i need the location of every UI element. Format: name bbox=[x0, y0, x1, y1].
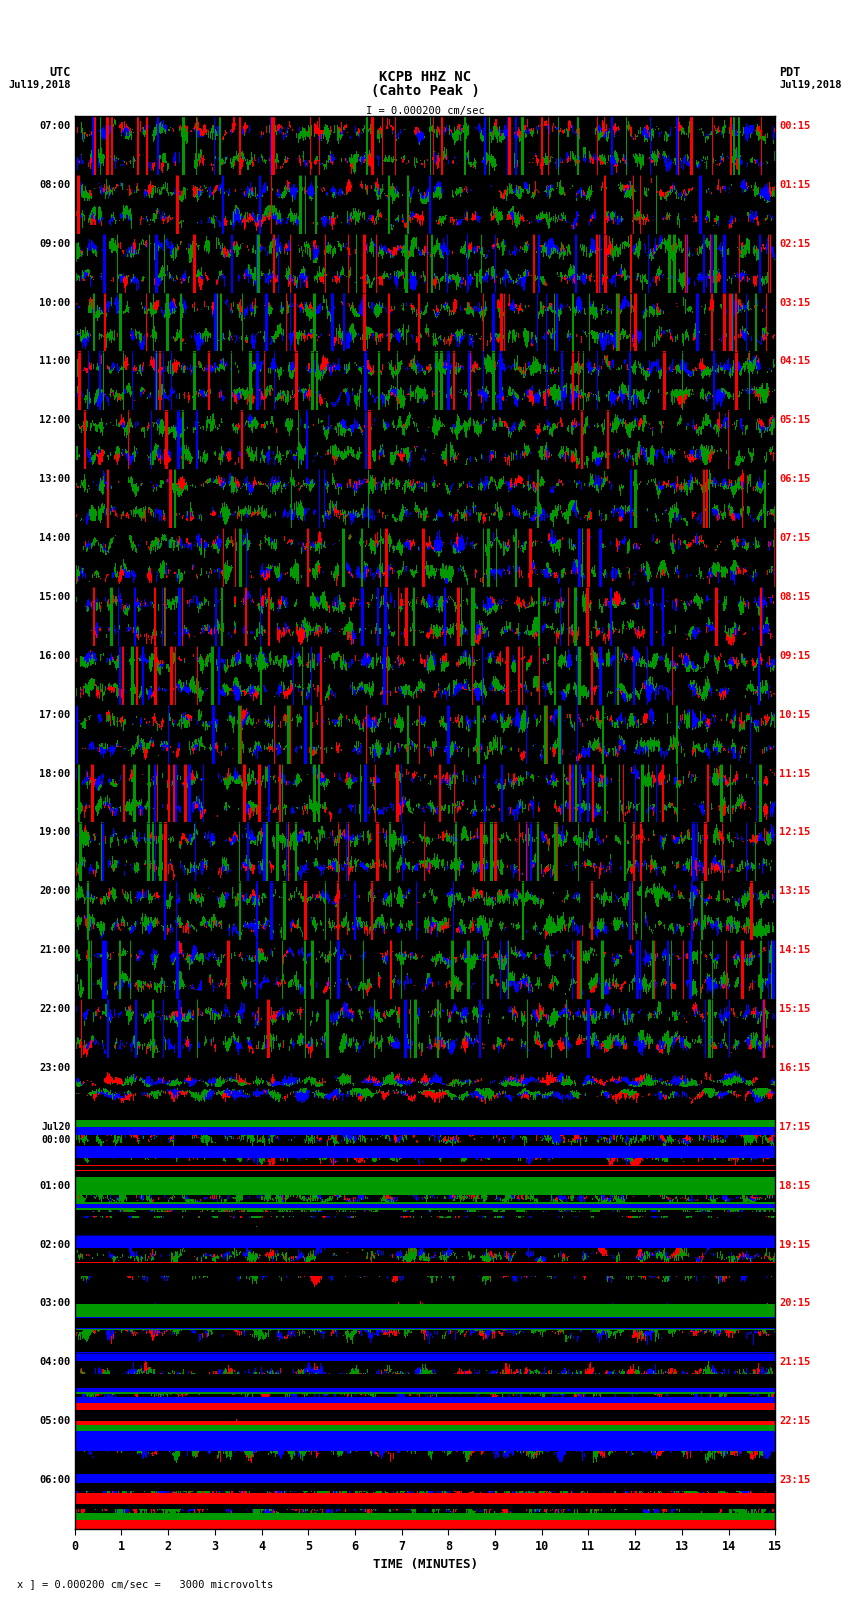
Text: 02:15: 02:15 bbox=[779, 239, 811, 248]
Text: 23:15: 23:15 bbox=[779, 1474, 811, 1486]
Text: 03:15: 03:15 bbox=[779, 298, 811, 308]
Text: 22:15: 22:15 bbox=[779, 1416, 811, 1426]
Text: 13:15: 13:15 bbox=[779, 886, 811, 897]
Text: 14:15: 14:15 bbox=[779, 945, 811, 955]
Text: 19:00: 19:00 bbox=[39, 827, 71, 837]
Text: Jul19,2018: Jul19,2018 bbox=[779, 81, 842, 90]
Text: 15:00: 15:00 bbox=[39, 592, 71, 602]
Text: 06:00: 06:00 bbox=[39, 1474, 71, 1486]
Text: 20:15: 20:15 bbox=[779, 1298, 811, 1308]
Text: 08:00: 08:00 bbox=[39, 179, 71, 190]
Text: 19:15: 19:15 bbox=[779, 1239, 811, 1250]
Text: 22:00: 22:00 bbox=[39, 1003, 71, 1015]
Text: 10:15: 10:15 bbox=[779, 710, 811, 719]
Text: 16:00: 16:00 bbox=[39, 650, 71, 661]
Text: I = 0.000200 cm/sec: I = 0.000200 cm/sec bbox=[366, 106, 484, 116]
Text: 17:15: 17:15 bbox=[779, 1123, 811, 1132]
Text: 03:00: 03:00 bbox=[39, 1298, 71, 1308]
Text: 08:15: 08:15 bbox=[779, 592, 811, 602]
Text: 01:15: 01:15 bbox=[779, 179, 811, 190]
Text: Jul19,2018: Jul19,2018 bbox=[8, 81, 71, 90]
Text: UTC: UTC bbox=[49, 66, 71, 79]
Text: 12:00: 12:00 bbox=[39, 415, 71, 426]
Text: 06:15: 06:15 bbox=[779, 474, 811, 484]
Text: 00:15: 00:15 bbox=[779, 121, 811, 131]
Text: 18:15: 18:15 bbox=[779, 1181, 811, 1190]
Text: 11:00: 11:00 bbox=[39, 356, 71, 366]
Text: 09:00: 09:00 bbox=[39, 239, 71, 248]
Text: 16:15: 16:15 bbox=[779, 1063, 811, 1073]
Text: 21:15: 21:15 bbox=[779, 1357, 811, 1368]
Text: 02:00: 02:00 bbox=[39, 1239, 71, 1250]
Text: 10:00: 10:00 bbox=[39, 298, 71, 308]
Text: 05:15: 05:15 bbox=[779, 415, 811, 426]
Text: 04:00: 04:00 bbox=[39, 1357, 71, 1368]
Text: 12:15: 12:15 bbox=[779, 827, 811, 837]
Text: 18:00: 18:00 bbox=[39, 768, 71, 779]
Text: 00:00: 00:00 bbox=[41, 1136, 71, 1145]
Text: 05:00: 05:00 bbox=[39, 1416, 71, 1426]
Text: 11:15: 11:15 bbox=[779, 768, 811, 779]
Text: PDT: PDT bbox=[779, 66, 801, 79]
Text: x ] = 0.000200 cm/sec =   3000 microvolts: x ] = 0.000200 cm/sec = 3000 microvolts bbox=[17, 1579, 273, 1589]
Text: 09:15: 09:15 bbox=[779, 650, 811, 661]
Text: 14:00: 14:00 bbox=[39, 532, 71, 544]
Text: 07:15: 07:15 bbox=[779, 532, 811, 544]
Text: 07:00: 07:00 bbox=[39, 121, 71, 131]
Text: 04:15: 04:15 bbox=[779, 356, 811, 366]
Text: Jul20: Jul20 bbox=[41, 1123, 71, 1132]
X-axis label: TIME (MINUTES): TIME (MINUTES) bbox=[372, 1558, 478, 1571]
Text: 13:00: 13:00 bbox=[39, 474, 71, 484]
Text: 15:15: 15:15 bbox=[779, 1003, 811, 1015]
Text: (Cahto Peak ): (Cahto Peak ) bbox=[371, 84, 479, 98]
Text: 21:00: 21:00 bbox=[39, 945, 71, 955]
Text: 17:00: 17:00 bbox=[39, 710, 71, 719]
Text: 01:00: 01:00 bbox=[39, 1181, 71, 1190]
Text: 23:00: 23:00 bbox=[39, 1063, 71, 1073]
Text: 20:00: 20:00 bbox=[39, 886, 71, 897]
Text: KCPB HHZ NC: KCPB HHZ NC bbox=[379, 69, 471, 84]
